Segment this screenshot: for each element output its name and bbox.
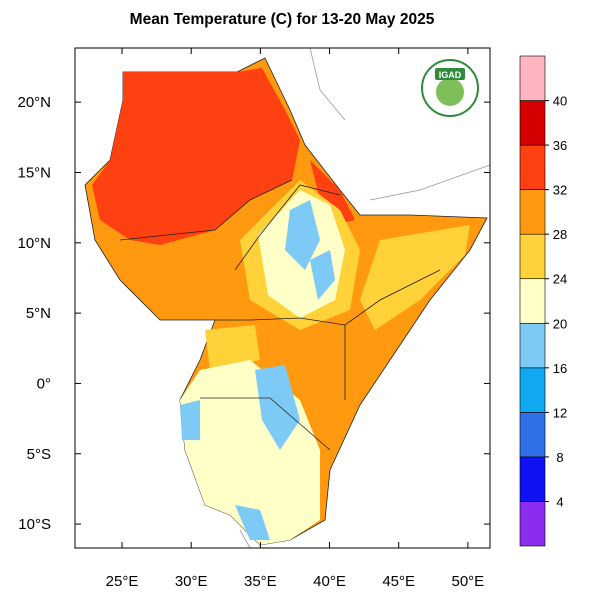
- colorbar-label: 40: [553, 94, 567, 109]
- logo-globe: [436, 78, 464, 106]
- map-title: Mean Temperature (C) for 13-20 May 2025: [130, 11, 435, 28]
- x-tick-label: 40°E: [313, 573, 346, 590]
- region-cool: [285, 200, 320, 270]
- border: [200, 397, 331, 451]
- region-cool: [180, 400, 200, 440]
- colorbar-bin: [519, 55, 546, 101]
- x-tick-label: 50°E: [452, 573, 485, 590]
- borders: [119, 179, 441, 451]
- border: [234, 184, 341, 271]
- colorbar-bin: [519, 233, 546, 280]
- y-tick-label: 5°S: [27, 446, 51, 463]
- logo-text: IGAD: [439, 70, 462, 80]
- colorbar-label: 24: [553, 272, 567, 287]
- y-tick-label: 20°N: [17, 94, 51, 111]
- colorbar-bin: [519, 278, 546, 324]
- y-tick-label: 0°: [37, 375, 51, 392]
- region-cool: [255, 365, 300, 450]
- region-hot: [310, 160, 355, 225]
- colorbar-bin: [519, 322, 546, 369]
- x-tick-label: 30°E: [175, 573, 208, 590]
- y-tick-label: 10°S: [18, 516, 51, 533]
- x-tick-label: 35°E: [244, 573, 277, 590]
- logo-badge: [435, 68, 465, 80]
- colorbar-bin: [519, 189, 546, 235]
- region-cool: [310, 250, 335, 300]
- y-tick-label: 5°N: [26, 305, 51, 322]
- colorbar-bin: [519, 367, 546, 413]
- colorbar-bin: [519, 412, 546, 458]
- map-field: [74, 47, 491, 549]
- border: [239, 529, 251, 549]
- colorbar-bin: [519, 456, 546, 502]
- map-frame: [74, 47, 491, 549]
- region-warm: [205, 325, 260, 370]
- colorbar-label: 12: [553, 405, 567, 420]
- colorbar-bin: [519, 144, 546, 190]
- colorbar-bin: [519, 501, 546, 547]
- x-tick-label: 25°E: [106, 573, 139, 590]
- colorbar-label: 32: [553, 183, 567, 198]
- colorbar-label: 28: [553, 227, 567, 242]
- y-tick-label: 10°N: [17, 235, 51, 252]
- border: [369, 164, 491, 201]
- colorbar-label: 16: [553, 361, 567, 376]
- region-hot: [92, 68, 300, 245]
- x-tick-label: 45°E: [382, 573, 415, 590]
- colorbar-label: 8: [556, 450, 563, 465]
- colorbar-label: 36: [553, 138, 567, 153]
- region-cool: [235, 505, 270, 540]
- y-tick-label: 15°N: [17, 164, 51, 181]
- border: [309, 47, 346, 121]
- colorbar-bin: [519, 100, 546, 146]
- border: [119, 179, 293, 241]
- colorbar-label: 4: [556, 494, 563, 509]
- outside-borders: [239, 47, 491, 549]
- colorbar-label: 20: [553, 316, 567, 331]
- logo: IGAD: [421, 59, 479, 117]
- region-warm: [360, 225, 470, 330]
